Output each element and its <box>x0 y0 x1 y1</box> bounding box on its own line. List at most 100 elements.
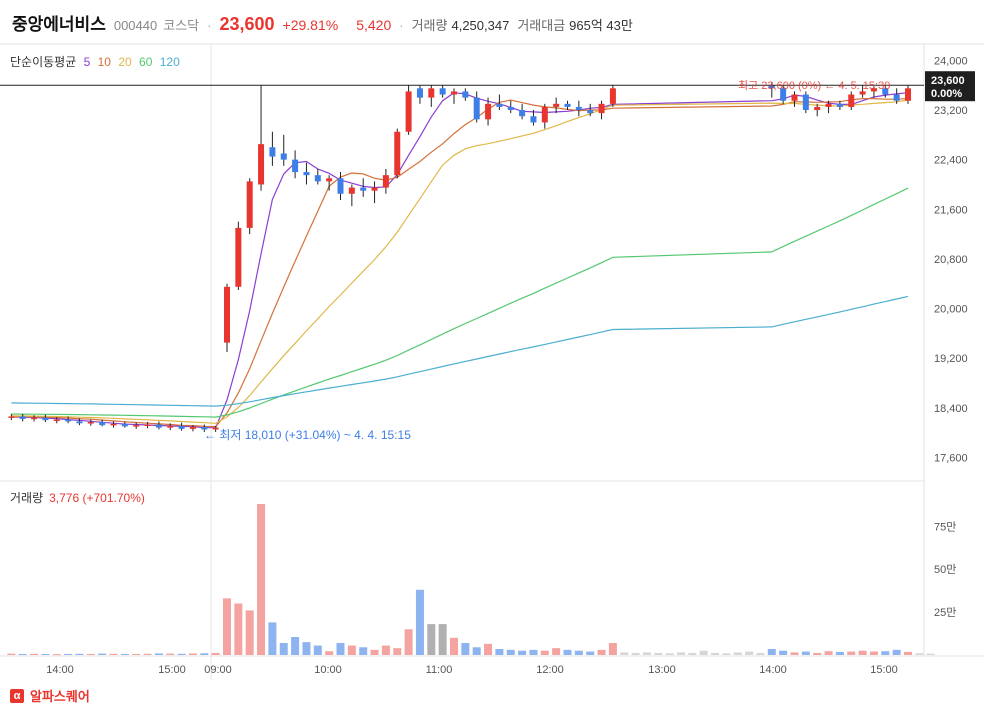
current-price-tag <box>925 71 975 102</box>
candle-body <box>110 423 117 426</box>
candle-body <box>42 417 49 421</box>
candle-body <box>19 416 26 419</box>
candle-body <box>416 88 423 98</box>
volume-bar <box>7 653 16 655</box>
candle-body <box>382 175 389 188</box>
volume-bar <box>302 642 311 655</box>
brand-logo[interactable]: α 알파스퀘어 <box>10 686 90 705</box>
ma60-label: 60 <box>139 55 153 69</box>
candle-body <box>530 116 537 123</box>
candle-body <box>269 147 276 157</box>
volume-bar <box>291 636 300 655</box>
candle-body <box>76 421 83 424</box>
ma10-line <box>11 98 909 428</box>
volume-bar <box>597 649 606 655</box>
candle-body <box>836 103 843 107</box>
ma-legend-title: 단순이동평균 <box>10 55 77 69</box>
stock-name: 중앙에너비스 <box>12 15 106 34</box>
candle-body <box>780 88 787 101</box>
candle-body <box>564 103 571 107</box>
separator-dot: · <box>399 18 404 33</box>
candle-body <box>224 286 230 343</box>
change-amount: 5,420 <box>356 17 392 33</box>
candle-body <box>882 88 889 95</box>
volume-tick-label: 50만 <box>934 563 956 576</box>
candle-body <box>451 91 457 95</box>
stock-code: 000440 <box>113 18 158 33</box>
volume-bar <box>779 650 788 655</box>
candle-body <box>870 88 877 92</box>
candle-body <box>598 103 605 114</box>
x-tick-label: 14:00 <box>759 664 787 676</box>
y-tick-label: 24,000 <box>934 55 968 67</box>
candle-body <box>201 426 208 430</box>
y-tick-label: 18,400 <box>934 403 968 415</box>
amount-label: 거래대금 <box>517 18 566 33</box>
volume-bar <box>393 648 402 655</box>
volume-label: 거래량 <box>411 18 448 33</box>
x-tick-label: 12:00 <box>536 664 564 676</box>
candle-body <box>496 103 503 107</box>
y-tick-label: 22,400 <box>934 155 968 167</box>
y-tick-label: 20,000 <box>934 304 968 316</box>
candle-body <box>791 94 798 101</box>
volume-bar <box>654 652 663 655</box>
candle-body <box>99 422 106 426</box>
candle-body <box>155 424 162 428</box>
x-tick-label: 14:00 <box>46 664 74 676</box>
volume-bar <box>404 629 413 655</box>
candle-body <box>189 426 196 429</box>
volume-bar <box>665 653 674 655</box>
candle-body <box>814 106 821 111</box>
ma120-label: 120 <box>159 55 180 69</box>
volume-bar <box>688 652 697 655</box>
amount-value: 965억 43만 <box>569 18 633 33</box>
volume-bar <box>177 653 186 655</box>
candle-body <box>314 175 321 182</box>
volume-bar <box>642 652 651 655</box>
candle-body <box>31 417 38 420</box>
volume-bar <box>200 653 209 655</box>
volume-bar <box>835 651 844 655</box>
x-tick-label: 15:00 <box>870 664 898 676</box>
candle-body <box>87 422 94 424</box>
candle-body <box>292 159 299 173</box>
candle-body <box>462 91 469 98</box>
volume-bar <box>540 650 549 655</box>
ma-legend[interactable]: 단순이동평균 5 10 20 60 120 <box>10 53 184 70</box>
volume-bar <box>869 651 878 655</box>
volume-bar <box>120 653 129 655</box>
volume-bar <box>313 645 322 655</box>
y-tick-label: 17,600 <box>934 452 968 464</box>
volume-tick-label: 25만 <box>934 606 956 619</box>
volume-bar <box>257 504 266 655</box>
volume-bar <box>234 603 243 655</box>
volume-legend: 거래량 3,776 (+701.70%) <box>10 489 145 506</box>
volume-bar <box>109 653 118 655</box>
candle-body <box>825 103 832 107</box>
candle-body <box>337 178 344 194</box>
volume-bar <box>154 653 163 655</box>
volume-bar <box>98 653 107 655</box>
volume-value: 4,250,347 <box>451 18 510 33</box>
volume-bar <box>472 647 481 655</box>
market-name: 코스닥 <box>163 18 200 33</box>
volume-bar <box>563 649 572 655</box>
volume-bar <box>904 651 912 655</box>
volume-bar <box>892 649 901 655</box>
candle-body <box>235 227 242 287</box>
candle-body <box>609 88 616 104</box>
volume-bar <box>529 649 538 655</box>
volume-bar <box>699 650 708 655</box>
volume-bar <box>608 642 617 655</box>
x-tick-label: 13:00 <box>648 664 676 676</box>
volume-bar <box>268 622 277 655</box>
candle-body <box>439 88 446 95</box>
ma120-line <box>11 295 909 407</box>
candle-body <box>905 88 911 101</box>
volume-bar <box>30 653 39 655</box>
volume-bar <box>824 651 833 655</box>
volume-bar <box>926 653 935 655</box>
candle-body <box>473 97 480 120</box>
